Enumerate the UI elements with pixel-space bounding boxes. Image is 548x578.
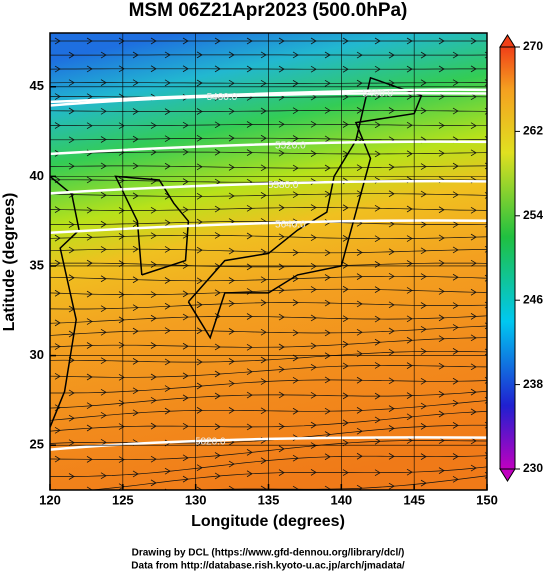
flow-arrow (69, 500, 74, 506)
colorbar-tick-label: 270 (523, 39, 543, 53)
colorbar-tick-label: 230 (523, 461, 543, 475)
chart-title: MSM 06Z21Apr2023 (500.0hPa) (129, 0, 408, 21)
flow-arrow (101, 496, 106, 502)
footer-line: Data from http://database.rish.kyoto-u.a… (131, 561, 405, 572)
x-tick-label: 145 (403, 492, 425, 507)
colorbar (500, 47, 515, 469)
contour-label: 5640.0 (275, 219, 306, 230)
y-tick-label: 35 (30, 257, 44, 272)
contour-label: 5400.0 (207, 92, 238, 103)
x-tick-label: 140 (330, 492, 352, 507)
x-tick-label: 135 (258, 492, 280, 507)
colorbar-tick-label: 246 (523, 292, 543, 306)
x-axis-label: Longitude (degrees) (191, 513, 345, 530)
x-tick-label: 130 (185, 492, 207, 507)
x-tick-label: 125 (112, 492, 134, 507)
colorbar-max-arrow (500, 35, 515, 47)
colorbar-min-arrow (500, 469, 515, 481)
y-tick-label: 40 (30, 168, 44, 183)
x-tick-label: 120 (39, 492, 61, 507)
flow-arrow (133, 492, 138, 498)
contour-label: 5820.0 (195, 436, 226, 447)
contour-label: 5460.0 (362, 89, 393, 100)
contour-label: 5520.0 (275, 141, 306, 152)
colorbar-tick-label: 254 (523, 208, 543, 222)
colorbar-tick-label: 262 (523, 124, 543, 138)
colorbar-tick-label: 238 (523, 377, 543, 391)
x-tick-label: 150 (476, 492, 498, 507)
y-tick-label: 30 (30, 347, 44, 362)
y-tick-label: 45 (30, 78, 44, 93)
y-axis-label: Latitude (degrees) (1, 193, 18, 332)
footer-line: Drawing by DCL (https://www.gfd-dennou.o… (132, 548, 405, 559)
contour-label: 5580.0 (268, 180, 299, 191)
y-tick-label: 25 (30, 437, 44, 452)
